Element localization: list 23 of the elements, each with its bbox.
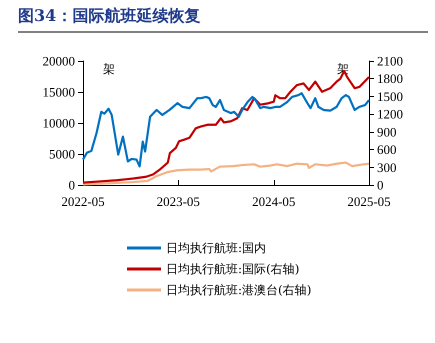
y-tick-label: 0 (68, 178, 75, 192)
y-tick-label: 20000 (42, 54, 75, 68)
line-series (82, 92, 370, 168)
y2-tick-label: 1800 (377, 71, 403, 86)
y-tick-label: 10000 (42, 116, 75, 130)
legend-label: 日均执行航班:港澳台(右轴) (166, 283, 312, 297)
y-tick-label: 5000 (49, 146, 75, 162)
legend-label: 日均执行航班:国内 (166, 241, 266, 255)
legend-label: 日均执行航班:国际(右轴) (166, 262, 300, 276)
x-tick-label: 2023-05 (156, 194, 200, 209)
x-tick-label: 2025-05 (347, 194, 391, 209)
x-tick-label: 2022-05 (61, 194, 105, 209)
y-tick-label: 15000 (42, 84, 75, 100)
x-tick-label: 2024-05 (252, 194, 296, 209)
chart-title: 图34：国际航班延续恢复 (18, 6, 200, 27)
y2-tick-label: 600 (377, 142, 396, 158)
y2-tick-label: 900 (377, 124, 396, 140)
y2-tick-label: 1200 (377, 106, 403, 122)
y2-tick-label: 0 (377, 178, 384, 192)
y2-tick-label: 300 (377, 160, 396, 175)
y2-tick-label: 1500 (377, 88, 403, 104)
y2-tick-label: 2100 (377, 54, 403, 68)
y-axis-title: 架 (103, 62, 115, 76)
